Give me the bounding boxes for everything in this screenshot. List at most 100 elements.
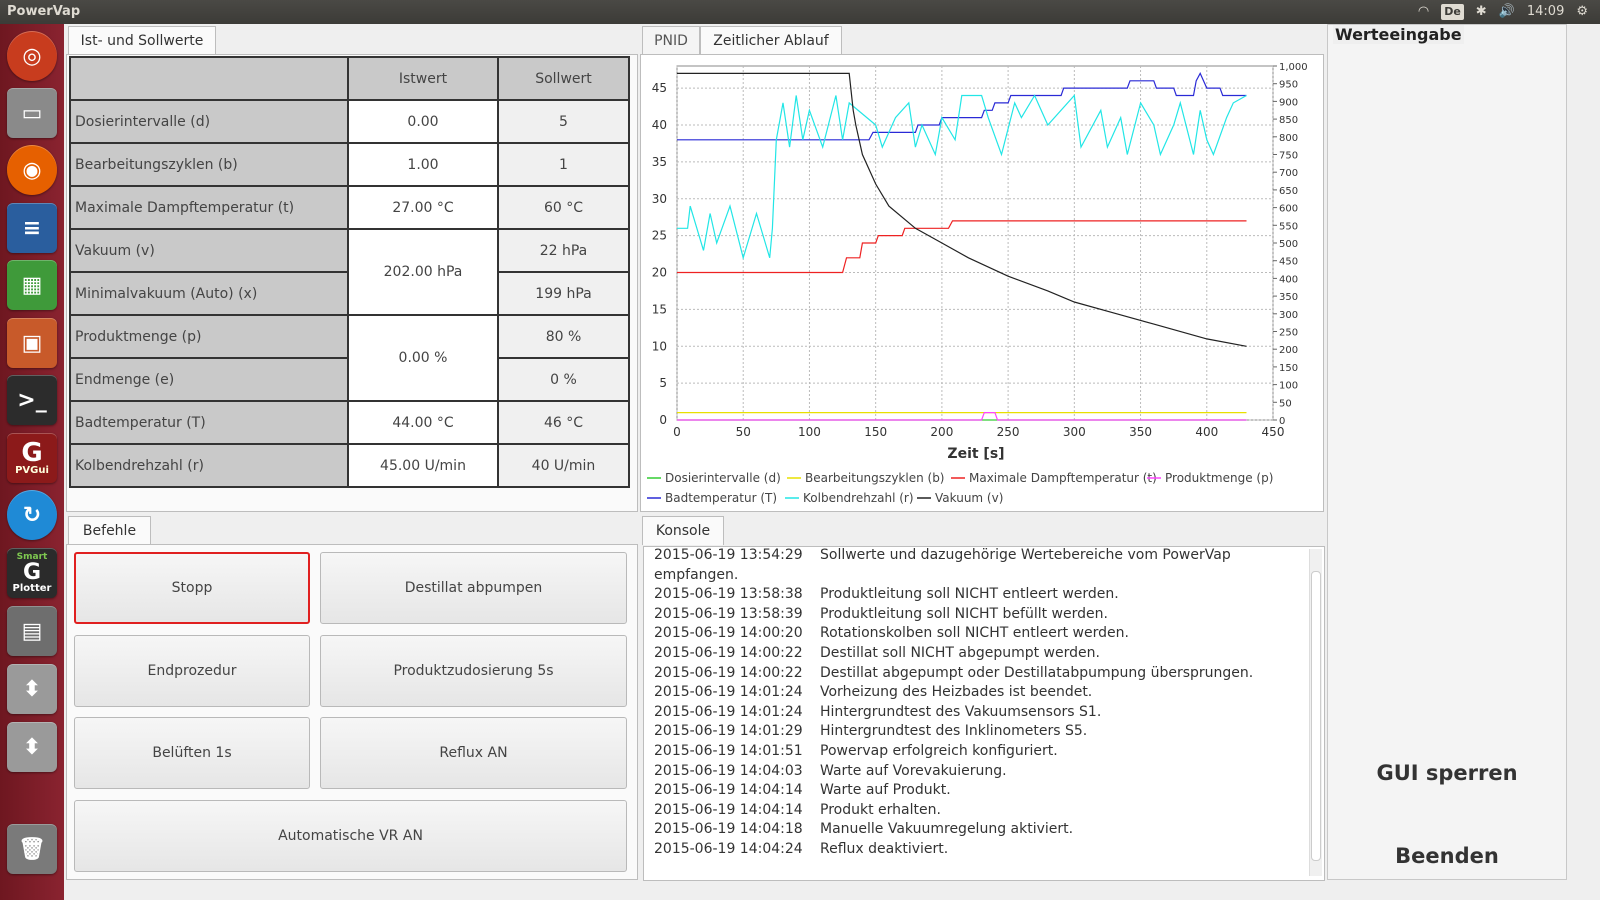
istwert-cell: 0.00 [347, 99, 499, 144]
y-right-tick-label: 600 [1279, 204, 1298, 215]
gear-icon[interactable]: ⚙ [1576, 4, 1588, 19]
wifi-icon[interactable]: ◠ [1417, 4, 1430, 19]
console-timestamp: 2015-06-19 14:01:29 [654, 723, 803, 740]
sollwert-cell[interactable]: 0 % [497, 357, 630, 402]
terminal-icon[interactable]: >_ [7, 375, 57, 425]
chart-legend: Dosierintervalle (d) Bearbeitungszyklen (… [647, 471, 1273, 505]
x-tick-label: 250 [997, 425, 1020, 439]
x-tick-label: 350 [1129, 425, 1152, 439]
gui-sperren-button[interactable]: GUI sperren [1376, 761, 1518, 785]
sollwert-cell[interactable]: 40 U/min [497, 443, 630, 488]
y-right-tick-label: 900 [1279, 97, 1298, 108]
calc-icon[interactable]: ▦ [7, 260, 57, 310]
x-tick-label: 450 [1262, 425, 1285, 439]
sollwert-cell[interactable]: 60 °C [497, 185, 630, 230]
produktzudosierung-button[interactable]: Produktzudosierung 5s [320, 635, 627, 707]
keyboard-layout-indicator[interactable]: De [1441, 4, 1464, 20]
console-message: Produktleitung soll NICHT befüllt werden… [820, 605, 1108, 622]
volume-icon[interactable]: 🔊 [1498, 4, 1515, 19]
console-log[interactable]: 2015-06-19 13:54:29 Sollwerte und dazugeh… [643, 546, 1325, 881]
endprozedur-button[interactable]: Endprozedur [74, 635, 310, 707]
console-message: Destillat soll NICHT abgepumpt werden. [820, 645, 1100, 661]
tab-befehle[interactable]: Befehle [68, 516, 151, 545]
x-axis-label: Zeit [s] [947, 446, 1004, 462]
sollwert-cell[interactable]: 46 °C [497, 400, 630, 445]
automatische-vr-button[interactable]: Automatische VR AN [74, 800, 627, 872]
scrollbar-thumb[interactable] [1311, 571, 1321, 861]
y-right-tick-label: 300 [1279, 310, 1298, 321]
firefox-icon[interactable]: ◉ [7, 145, 57, 195]
beenden-button[interactable]: Beenden [1395, 844, 1499, 868]
series-line [677, 94, 1247, 261]
series-line [677, 72, 1247, 347]
console-message: Manuelle Vakuumregelung aktiviert. [820, 821, 1074, 838]
table-row: Maximale Dampftemperatur (t) 27.00 °C 60… [69, 185, 630, 230]
chart-grid [676, 65, 1274, 421]
werteeingabe-group: Werteeingabe GUI sperren Beenden [1327, 24, 1567, 880]
istwert-cell: 1.00 [347, 142, 499, 187]
device-icon[interactable]: ▤ [7, 606, 57, 656]
tab-zeitlicher-ablauf[interactable]: Zeitlicher Ablauf [700, 26, 842, 55]
trash-icon[interactable]: 🗑 [7, 824, 57, 874]
console-timestamp: 2015-06-19 14:00:20 [654, 625, 803, 642]
sync-icon[interactable]: ↻ [7, 490, 57, 540]
console-timestamp: 2015-06-19 13:58:38 [654, 586, 803, 603]
y-right-tick-label: 0 [1279, 416, 1285, 427]
x-tick-label: 0 [673, 425, 681, 439]
legend-entry: Maximale Dampftemperatur (t) [969, 471, 1157, 485]
impress-icon[interactable]: ▣ [7, 318, 57, 368]
plot-area [676, 65, 1274, 421]
werte-table: Istwert Sollwert Dosierintervalle (d) 0.… [69, 56, 630, 488]
column-header-istwert: Istwert [347, 56, 499, 101]
x-tick-label: 50 [736, 425, 751, 439]
bluetooth-icon[interactable]: ✱ [1475, 4, 1487, 19]
smart-plotter-icon[interactable]: Smart G Plotter [7, 548, 57, 598]
y-right-tick-label: 200 [1279, 345, 1298, 356]
series-line [677, 412, 1247, 421]
y-right-tick-label: 100 [1279, 381, 1298, 392]
y-tick-label: 35 [652, 155, 667, 169]
sollwert-cell[interactable]: 80 % [497, 314, 630, 359]
console-message: Hintergrundtest des Vakuumsensors S1. [820, 703, 1102, 720]
row-label: Badtemperatur (T) [69, 400, 349, 445]
plotter-label: Plotter [12, 582, 52, 594]
y-right-tick-label: 450 [1279, 257, 1298, 268]
tab-pnid[interactable]: PNID [642, 26, 700, 55]
sollwert-cell[interactable]: 1 [497, 142, 630, 187]
usb-drive-icon[interactable]: ⬍ [7, 664, 57, 714]
row-label: Endmenge (e) [69, 357, 349, 402]
sollwert-cell[interactable]: 22 hPa [497, 228, 630, 273]
istwert-cell: 44.00 °C [347, 400, 499, 445]
stopp-button[interactable]: Stopp [74, 552, 310, 624]
console-scrollbar[interactable] [1309, 549, 1322, 876]
y-right-tick-label: 1,000 [1279, 62, 1308, 73]
destillat-abpumpen-button[interactable]: Destillat abpumpen [320, 552, 627, 624]
x-tick-label: 400 [1195, 425, 1218, 439]
legend-entry: Dosierintervalle (d) [665, 471, 781, 485]
console-message: Reflux deaktiviert. [820, 841, 949, 857]
tab-ist-sollwerte[interactable]: Ist- und Sollwerte [68, 26, 216, 55]
y-tick-label: 25 [652, 229, 667, 243]
console-timestamp: empfangen. [654, 566, 739, 583]
table-row: Produktmenge (p) 0.00 % 80 % [69, 314, 630, 402]
usb-drive-icon[interactable]: ⬍ [7, 722, 57, 772]
reflux-button[interactable]: Reflux AN [320, 717, 627, 789]
launcher: ◎ ▭ ◉ ≡ ▦ ▣ >_ G PVGui ↻ Smart G Plotter… [0, 24, 64, 900]
files-icon[interactable]: ▭ [7, 88, 57, 138]
row-label: Vakuum (v) [69, 228, 349, 273]
writer-icon[interactable]: ≡ [7, 203, 57, 253]
column-header-sollwert: Sollwert [497, 56, 630, 101]
console-timestamp: 2015-06-19 14:01:51 [654, 743, 803, 759]
y-right-tick-label: 750 [1279, 151, 1298, 162]
istwert-cell: 0.00 % [347, 314, 499, 402]
sollwert-cell[interactable]: 5 [497, 99, 630, 144]
row-label: Bearbeitungszyklen (b) [69, 142, 349, 187]
clock[interactable]: 14:09 [1526, 4, 1565, 19]
tab-konsole[interactable]: Konsole [642, 516, 724, 545]
ubuntu-dash-icon[interactable]: ◎ [7, 31, 57, 81]
belueften-button[interactable]: Belüften 1s [74, 717, 310, 789]
sollwert-cell[interactable]: 199 hPa [497, 271, 630, 316]
table-header-row: Istwert Sollwert [69, 56, 630, 101]
pvgui-icon[interactable]: G PVGui [7, 433, 57, 483]
x-tick-label: 150 [864, 425, 887, 439]
